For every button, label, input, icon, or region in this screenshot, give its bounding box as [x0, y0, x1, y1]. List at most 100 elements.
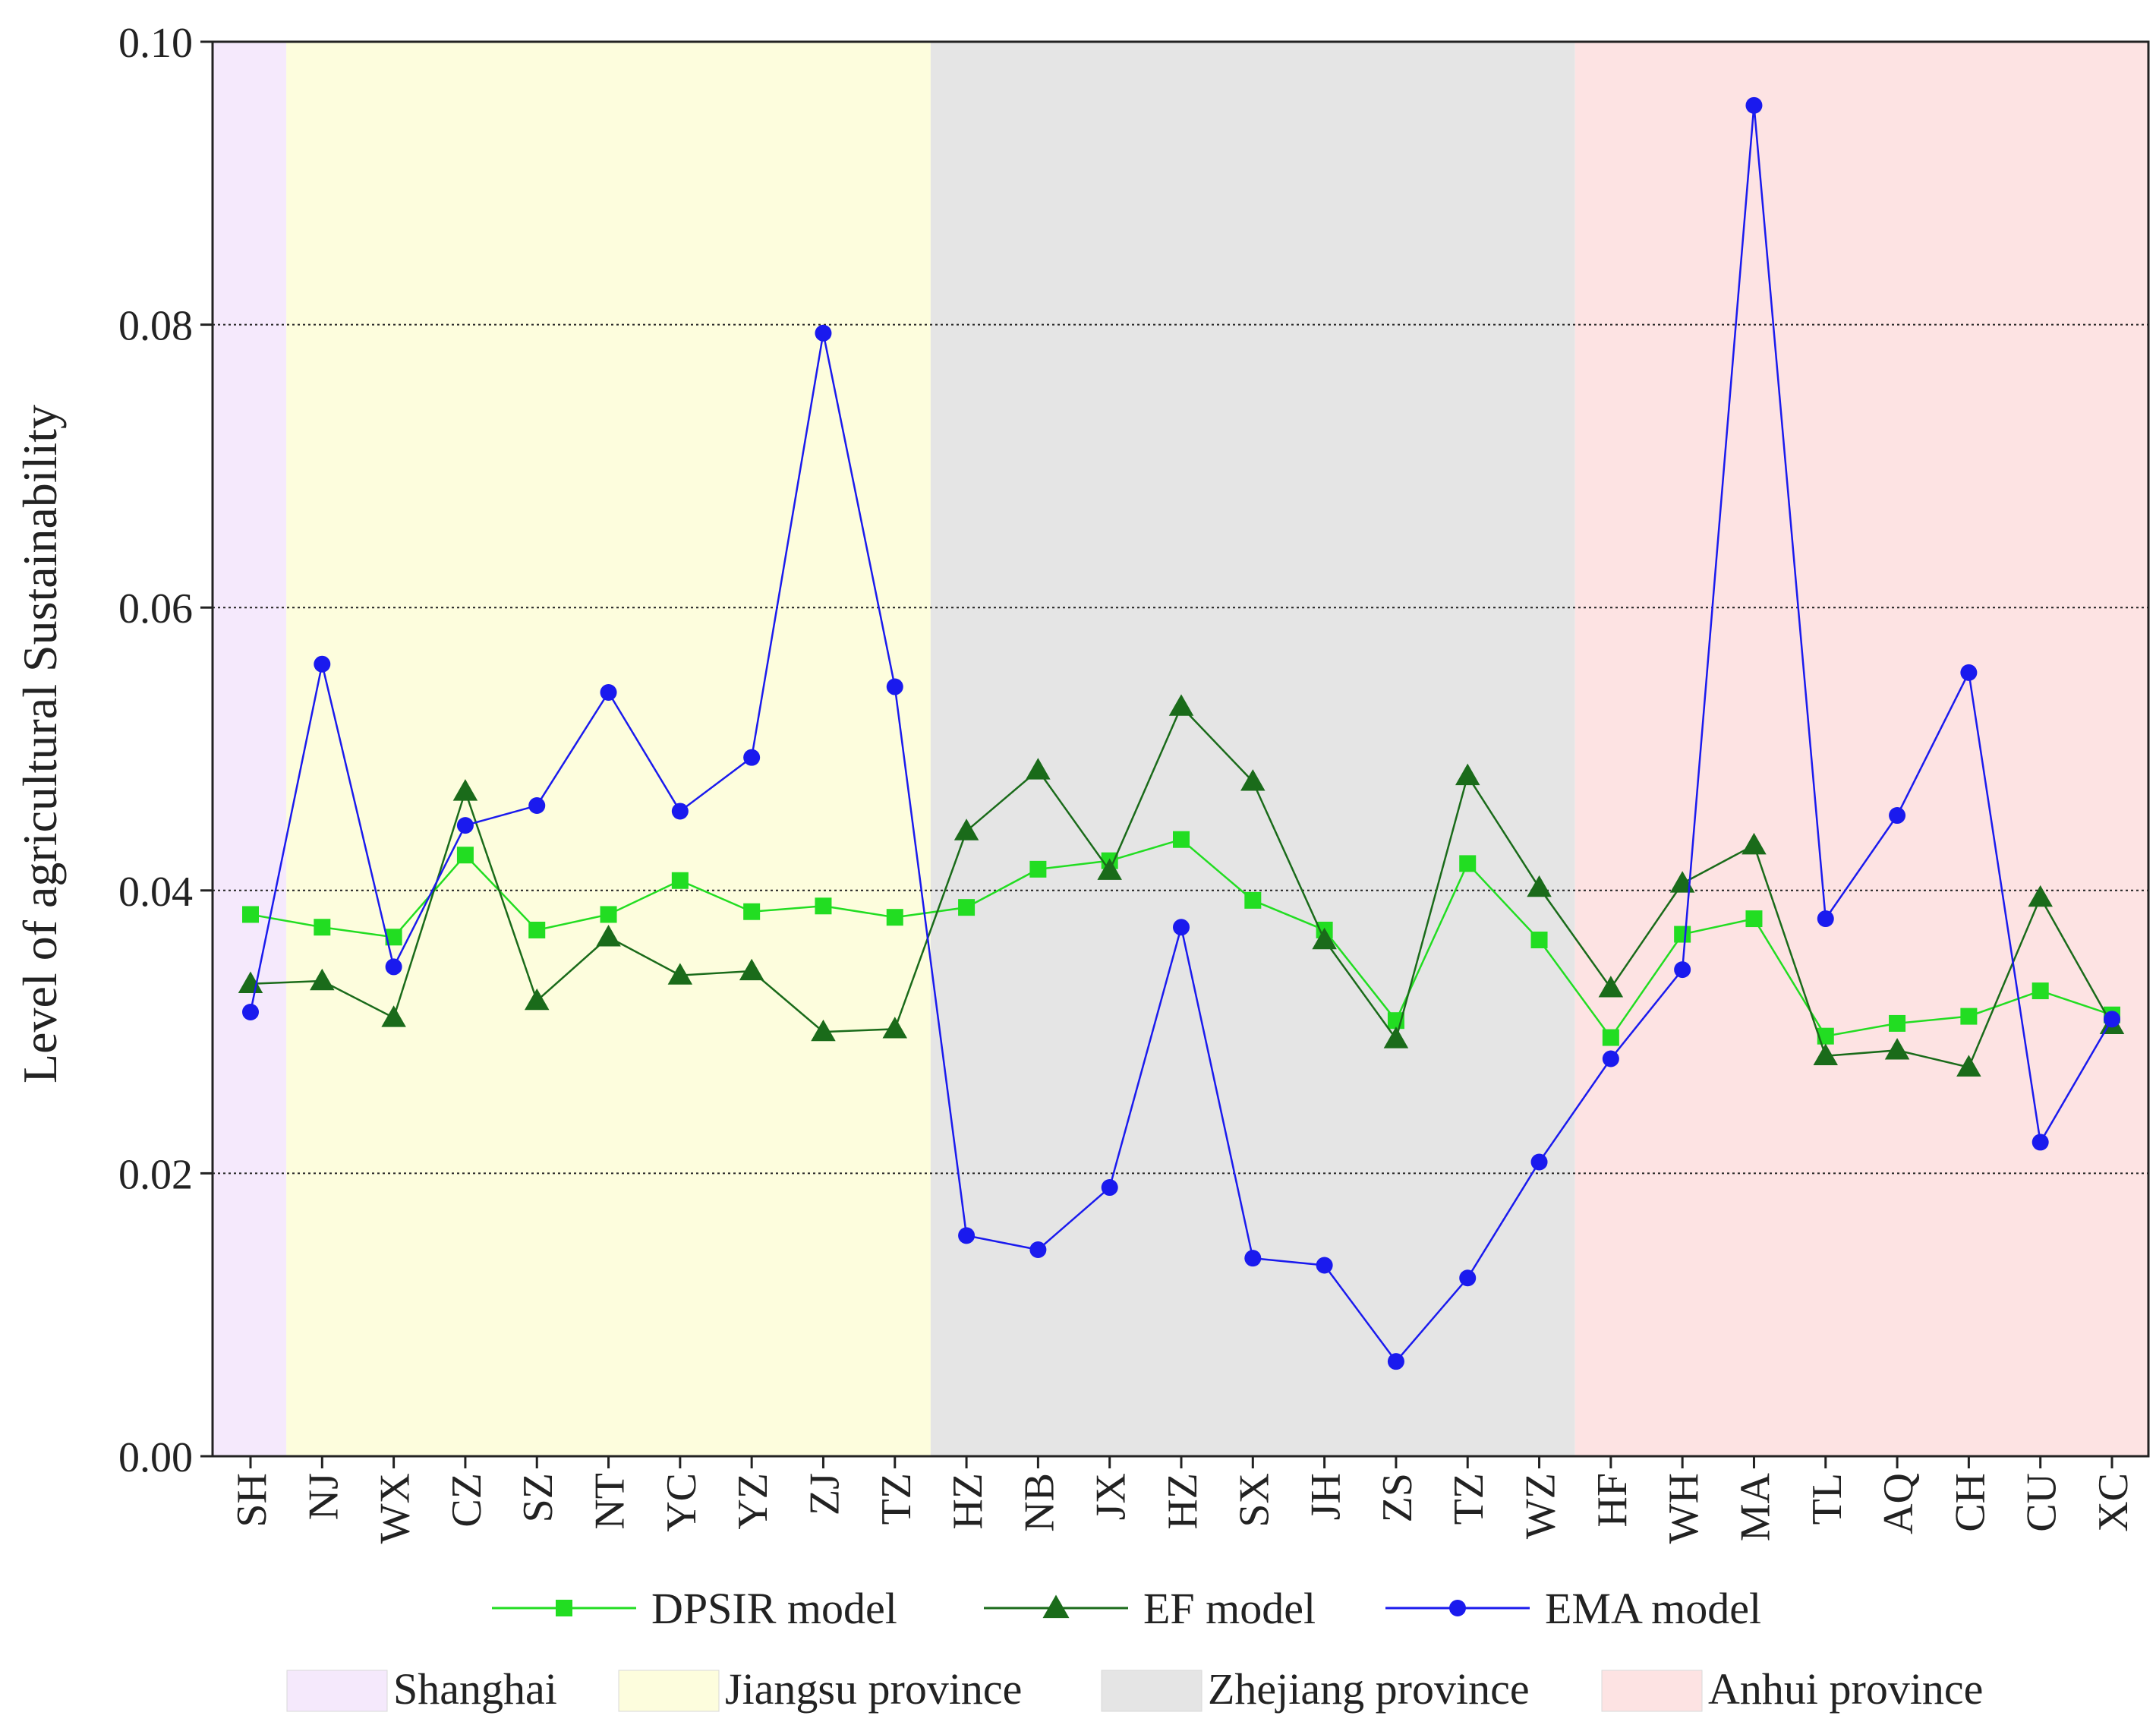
data-point-ef-model	[381, 1005, 406, 1027]
x-tick-label: NB	[1016, 1473, 1063, 1532]
legend-swatch	[286, 1670, 388, 1712]
data-point-ema-model	[385, 958, 402, 976]
data-point-ef-model	[1527, 875, 1552, 897]
data-point-ema-model	[1387, 1353, 1404, 1370]
series-ema-model	[242, 96, 2120, 1370]
gridlines	[213, 323, 2148, 1175]
x-tick-label: JH	[1303, 1473, 1350, 1520]
data-point-ema-model	[1316, 1257, 1333, 1274]
legend-label: EF model	[1143, 1584, 1316, 1633]
data-point-ef-model	[238, 971, 263, 993]
data-point-dpsir-model	[1889, 1014, 1906, 1032]
data-point-dpsir-model	[671, 872, 689, 889]
legend-marker	[556, 1600, 572, 1616]
data-point-dpsir-model	[242, 906, 259, 923]
y-tick-label: 0.02	[118, 1151, 193, 1198]
data-point-dpsir-model	[1817, 1027, 1834, 1045]
data-point-dpsir-model	[1459, 855, 1477, 872]
region-legend: Shanghai Jiangsu province Zhejiang provinc…	[286, 1664, 1983, 1714]
series-group	[238, 96, 2125, 1370]
x-tick-label: WZ	[1518, 1473, 1565, 1539]
legend-swatch	[618, 1670, 720, 1712]
data-point-ef-model	[1312, 927, 1337, 950]
data-point-ef-model	[1742, 832, 1767, 855]
region-band-shanghai	[213, 42, 287, 1456]
data-point-ef-model	[1884, 1038, 1910, 1060]
data-point-ema-model	[456, 817, 474, 834]
x-tick-label: TZ	[1445, 1473, 1492, 1525]
x-tick-label: ZS	[1374, 1473, 1421, 1522]
legend-entry-ema-model: EMA model	[1385, 1584, 1761, 1633]
legend-label: Shanghai	[393, 1664, 557, 1714]
x-tick-label: WH	[1660, 1473, 1707, 1544]
data-point-ef-model	[596, 925, 621, 947]
data-point-ema-model	[2031, 1134, 2049, 1151]
region-band-jiangsu-province	[286, 42, 931, 1456]
legend-entry-shanghai: Shanghai	[286, 1664, 557, 1714]
data-point-ema-model	[671, 803, 689, 820]
y-tick-label: 0.06	[118, 585, 193, 632]
data-point-ema-model	[2104, 1011, 2120, 1028]
data-point-ema-model	[600, 683, 617, 701]
data-point-dpsir-model	[1674, 926, 1691, 943]
data-point-dpsir-model	[1530, 932, 1548, 949]
data-point-dpsir-model	[886, 909, 903, 926]
x-tick-label: XC	[2090, 1473, 2137, 1532]
x-tick-label: SZ	[515, 1473, 562, 1522]
x-tick-label: NT	[587, 1473, 634, 1530]
data-point-dpsir-model	[600, 906, 617, 923]
data-point-dpsir-model	[743, 903, 761, 920]
data-point-dpsir-model	[314, 919, 331, 936]
data-point-ef-model	[1813, 1043, 1839, 1065]
data-point-ema-model	[1960, 664, 1978, 681]
x-tick-label: TL	[1804, 1473, 1851, 1525]
x-tick-label: AQ	[1875, 1473, 1922, 1534]
region-band-anhui-province	[1574, 42, 2148, 1456]
data-point-ef-model	[739, 958, 764, 981]
data-point-ema-model	[1817, 910, 1834, 928]
y-tick-label: 0.10	[118, 20, 193, 67]
x-tick-label: YZ	[730, 1473, 777, 1530]
data-point-ema-model	[1674, 961, 1691, 979]
x-tick-label: CH	[1946, 1473, 1994, 1532]
legend-entry-ef-model: EF model	[984, 1584, 1316, 1633]
data-point-ema-model	[1173, 919, 1190, 936]
data-point-dpsir-model	[815, 897, 832, 915]
data-point-dpsir-model	[958, 899, 976, 916]
data-point-ema-model	[815, 324, 832, 342]
data-point-dpsir-model	[385, 929, 402, 946]
x-tick-label: JX	[1088, 1473, 1135, 1520]
x-tick-label: ZJ	[801, 1473, 848, 1515]
data-point-ef-model	[1383, 1026, 1409, 1049]
data-point-ef-model	[1168, 694, 1194, 716]
legend-swatch	[1601, 1670, 1703, 1712]
legend-entry-jiangsu-province: Jiangsu province	[618, 1664, 1022, 1714]
data-point-dpsir-model	[1029, 860, 1047, 878]
data-point-dpsir-model	[528, 921, 546, 938]
data-point-ema-model	[1745, 96, 1763, 114]
x-tick-label: CZ	[443, 1473, 490, 1528]
legend-marker	[1042, 1594, 1070, 1619]
x-tick-label: MA	[1732, 1472, 1779, 1541]
data-point-ef-model	[1455, 763, 1480, 786]
x-tick-label: NJ	[300, 1473, 347, 1520]
data-point-ema-model	[1530, 1153, 1548, 1171]
x-tick-label: TZ	[873, 1473, 920, 1525]
x-tick-label: SH	[229, 1473, 276, 1528]
data-point-ema-model	[1244, 1250, 1262, 1267]
legend-entry-anhui-province: Anhui province	[1601, 1664, 1983, 1714]
data-point-ef-model	[2028, 885, 2053, 907]
y-tick-label: 0.04	[118, 869, 193, 916]
x-axis-ticks: SH NJ WX CZ SZ NT YC YZ ZJ TZ HZ NB JX HZ SX JH ZS TZ WZ HF…	[229, 1456, 2137, 1544]
x-tick-label: WX	[372, 1473, 419, 1544]
data-point-ef-model	[524, 988, 550, 1011]
data-point-ef-model	[1240, 769, 1266, 791]
data-point-ef-model	[1956, 1055, 1981, 1077]
data-point-ema-model	[1459, 1269, 1477, 1287]
x-tick-label: SX	[1231, 1473, 1278, 1528]
legend-label: EMA model	[1545, 1584, 1761, 1633]
data-point-ema-model	[1029, 1241, 1047, 1259]
region-bands	[213, 42, 2148, 1456]
x-tick-label: HF	[1589, 1473, 1636, 1528]
x-tick-label: HZ	[1159, 1473, 1206, 1530]
